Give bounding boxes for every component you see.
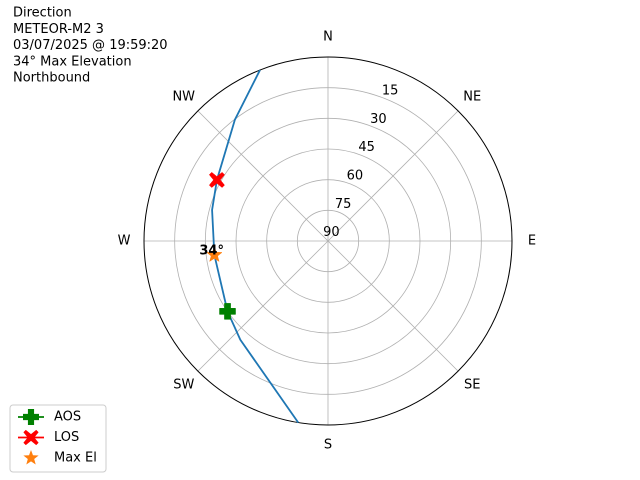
marker — [208, 171, 225, 188]
legend-label: LOS — [54, 430, 79, 445]
legend: AOS LOS Max El — [18, 409, 97, 466]
r-tick-label: 30 — [370, 112, 387, 127]
info-line: 03/07/2025 @ 19:59:20 — [13, 38, 168, 53]
plot — [206, 69, 300, 424]
marker — [206, 246, 223, 263]
angle-label: SE — [464, 378, 480, 393]
info-line: Northbound — [13, 71, 90, 86]
info-line: 34° Max Elevation — [13, 54, 132, 69]
angle-label: NW — [172, 89, 195, 104]
r-tick-label: 15 — [382, 84, 399, 99]
grid-spoke — [327, 110, 459, 242]
legend-marker — [23, 409, 39, 425]
info-line: METEOR-M2 3 — [13, 22, 104, 37]
r-tick-label: 75 — [335, 197, 352, 212]
info-line: Direction — [13, 6, 72, 21]
angle-label: SW — [173, 378, 194, 393]
grid-spoke — [197, 110, 329, 242]
angle-label: S — [324, 438, 332, 453]
outer-circle — [143, 56, 513, 426]
legend-marker — [23, 429, 39, 446]
grid — [143, 56, 513, 426]
marker — [219, 303, 236, 320]
angle-label: W — [118, 234, 131, 249]
angle-label: NE — [463, 89, 481, 104]
legend-marker — [23, 450, 39, 465]
track-line — [211, 69, 300, 424]
r-tick-label: 60 — [347, 169, 364, 184]
legend-label: Max El — [54, 451, 97, 466]
angle-label: E — [528, 234, 536, 249]
r-tick-label: 90 — [323, 225, 340, 240]
grid-spoke — [327, 240, 459, 372]
annotation: 34° — [199, 243, 224, 258]
grid-spoke — [197, 240, 329, 372]
legend-label: AOS — [54, 410, 81, 425]
r-tick-label: 45 — [358, 140, 375, 155]
angle-label: N — [323, 30, 333, 45]
